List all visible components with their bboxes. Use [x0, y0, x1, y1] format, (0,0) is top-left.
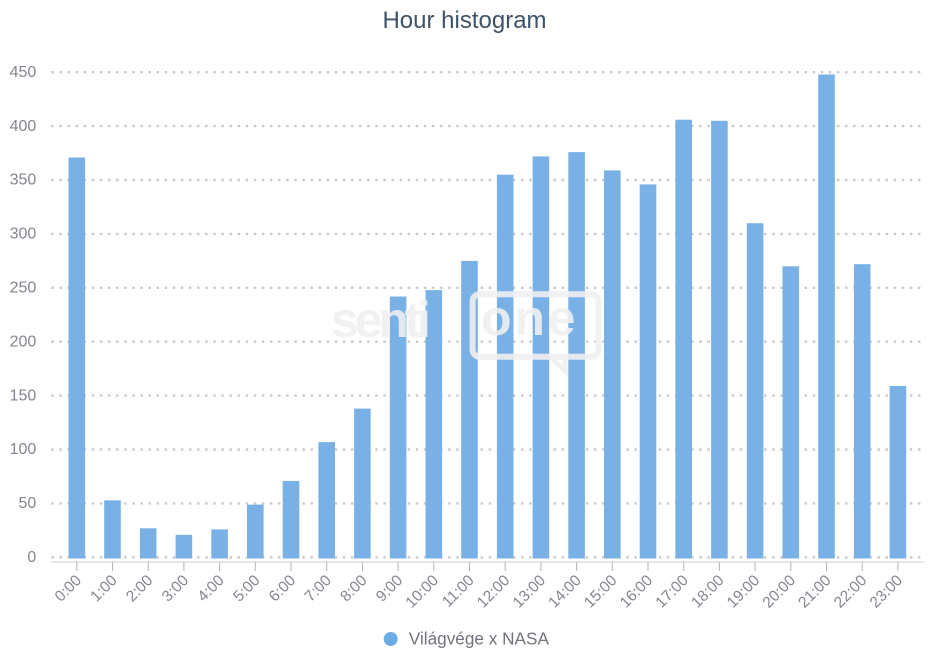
svg-text:9:00: 9:00	[373, 572, 407, 606]
svg-text:7:00: 7:00	[302, 572, 336, 606]
svg-text:2:00: 2:00	[123, 572, 157, 606]
svg-text:14:00: 14:00	[545, 572, 585, 612]
svg-text:10:00: 10:00	[403, 572, 443, 612]
svg-text:21:00: 21:00	[795, 572, 835, 612]
svg-text:Világvége x NASA: Világvége x NASA	[409, 628, 550, 648]
svg-text:0:00: 0:00	[52, 572, 86, 606]
svg-text:13:00: 13:00	[510, 572, 550, 612]
svg-text:8:00: 8:00	[337, 572, 371, 606]
svg-text:20:00: 20:00	[760, 572, 800, 612]
svg-text:17:00: 17:00	[652, 572, 692, 612]
svg-text:15:00: 15:00	[581, 572, 621, 612]
svg-text:22:00: 22:00	[831, 572, 871, 612]
svg-text:250: 250	[10, 280, 37, 297]
svg-text:19:00: 19:00	[724, 572, 764, 612]
svg-text:0: 0	[27, 549, 36, 566]
svg-text:5:00: 5:00	[230, 572, 264, 606]
svg-text:350: 350	[10, 172, 37, 189]
svg-text:23:00: 23:00	[867, 572, 907, 612]
svg-text:12:00: 12:00	[474, 572, 514, 612]
svg-text:4:00: 4:00	[194, 572, 228, 606]
svg-text:16:00: 16:00	[617, 572, 657, 612]
svg-text:400: 400	[10, 118, 37, 135]
svg-text:450: 450	[10, 64, 37, 81]
svg-text:1:00: 1:00	[87, 572, 121, 606]
svg-text:senti: senti	[331, 292, 428, 348]
svg-text:11:00: 11:00	[439, 572, 478, 611]
svg-text:300: 300	[10, 226, 37, 243]
svg-text:6:00: 6:00	[266, 572, 300, 606]
svg-text:one: one	[481, 290, 578, 346]
svg-text:50: 50	[19, 495, 37, 512]
svg-text:150: 150	[10, 387, 37, 404]
svg-text:200: 200	[10, 333, 37, 350]
svg-text:18:00: 18:00	[688, 572, 728, 612]
svg-text:3:00: 3:00	[159, 572, 193, 606]
svg-text:100: 100	[10, 441, 37, 458]
